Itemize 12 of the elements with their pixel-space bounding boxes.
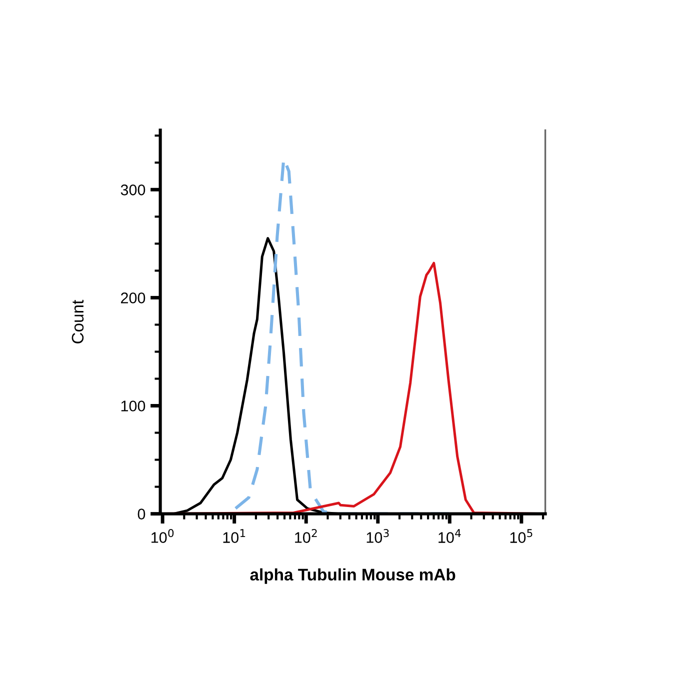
- y-tick-label: 100: [121, 400, 146, 412]
- x-tick-label: 10$^{1}$: [223, 529, 246, 543]
- x-axis-title: alpha Tubulin Mouse mAb: [250, 568, 456, 584]
- y-axis-title: Count: [72, 300, 84, 344]
- x-tick-label: 10$^{4}$: [438, 529, 461, 543]
- y-tick-label: 300: [120, 184, 146, 196]
- x-tick-label: 10$^{3}$: [366, 529, 389, 543]
- x-tick-label: 10$^{2}$: [295, 529, 317, 543]
- x-tick-label: 10$^{5}$: [510, 529, 532, 543]
- x-tick-label: 10$^{0}$: [152, 529, 174, 543]
- y-tick-label: 200: [121, 292, 146, 304]
- y-tick-label: 0: [138, 508, 146, 520]
